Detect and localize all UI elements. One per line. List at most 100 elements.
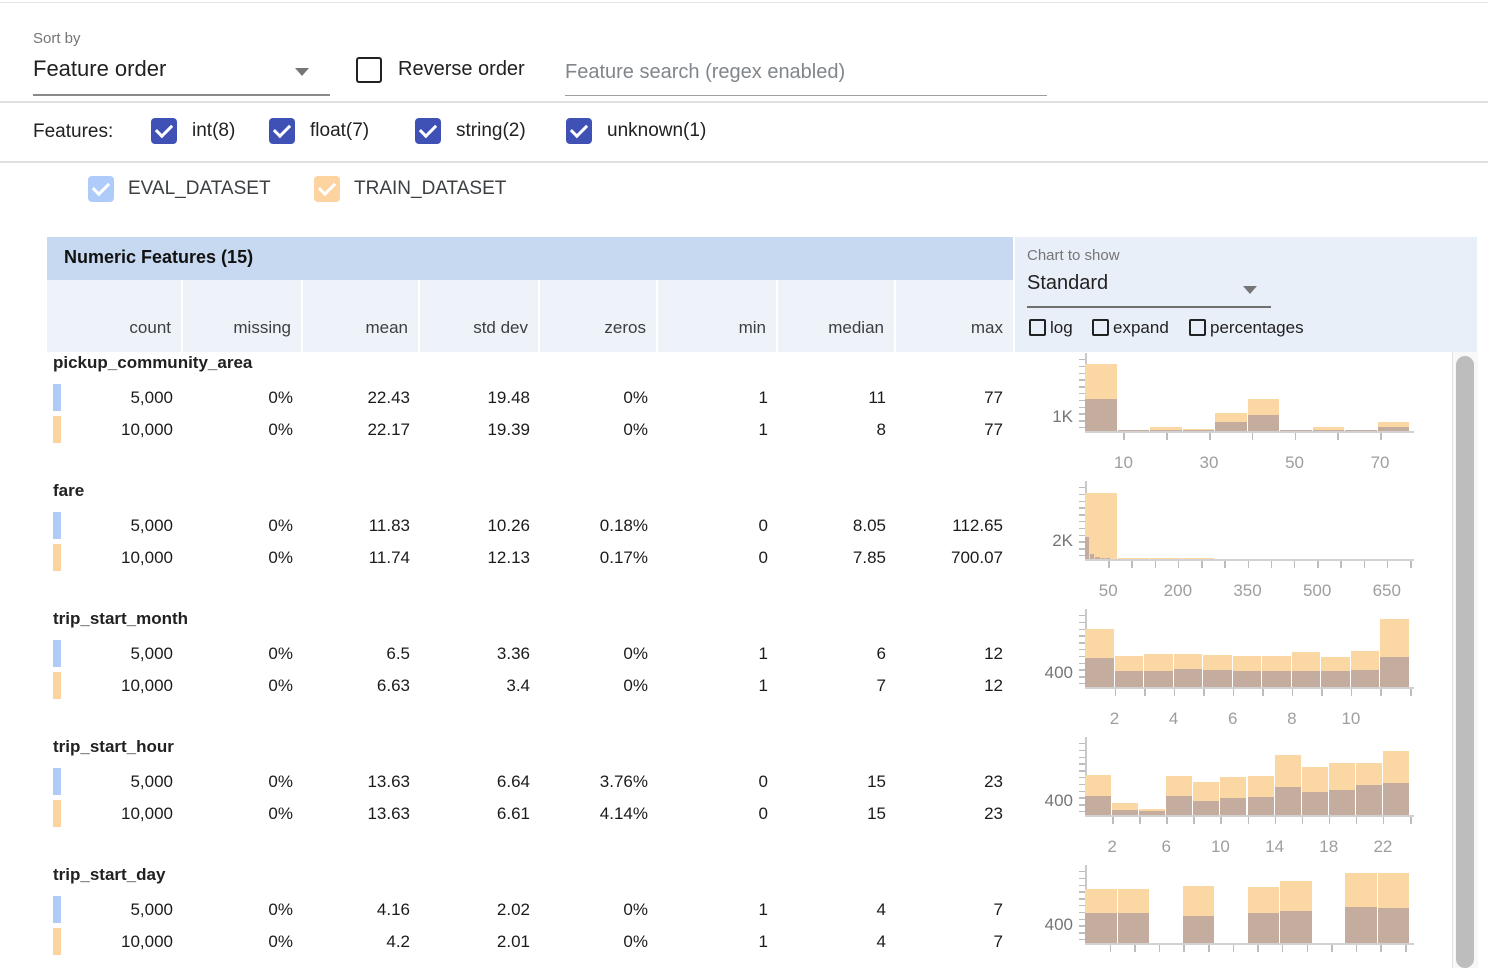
y-axis-tick xyxy=(1079,399,1085,402)
stats-row: 10,000 0% 11.74 12.13 0.17% 0 7.85 700.07 xyxy=(47,542,1013,573)
stats-row: 10,000 0% 4.2 2.01 0% 1 4 7 xyxy=(47,926,1013,957)
chevron-down-icon[interactable] xyxy=(295,68,309,76)
stat-cell: 15 xyxy=(867,803,886,823)
stat-cell: 4 xyxy=(876,899,886,919)
histogram-trip_start_hour: 400 2 6 10 14 18 22 xyxy=(1015,737,1425,863)
stat-cell: 0% xyxy=(268,643,293,663)
stat-cell: 3.76% xyxy=(599,771,648,791)
train-dataset-marker xyxy=(53,928,61,955)
vertical-scrollbar-thumb[interactable] xyxy=(1456,356,1474,968)
stat-cell: 11 xyxy=(868,387,886,407)
y-axis-tick xyxy=(1079,420,1085,422)
feature-type-filter[interactable]: int(8) xyxy=(151,118,235,144)
stat-cell: 6 xyxy=(876,643,886,663)
chart-option-checkbox-expand[interactable] xyxy=(1092,319,1109,336)
y-axis-tick xyxy=(1079,884,1085,886)
chevron-down-icon[interactable] xyxy=(1243,286,1257,294)
chart-option-checkbox-percentages[interactable] xyxy=(1189,319,1206,336)
eval-overlap-bar xyxy=(1085,912,1117,943)
features-filter-label: Features: xyxy=(33,121,114,142)
y-axis-tick xyxy=(1079,507,1085,509)
feature-search-input[interactable] xyxy=(565,50,1047,96)
x-axis-tick xyxy=(1166,817,1168,824)
y-axis-tick xyxy=(1079,918,1085,920)
x-axis-tick xyxy=(1257,945,1259,952)
stat-cell: 1 xyxy=(758,899,768,919)
feature-name: pickup_community_area xyxy=(53,353,253,372)
eval-overlap-bar xyxy=(1144,670,1173,687)
x-axis-tick xyxy=(1201,561,1203,568)
feature-name: fare xyxy=(53,481,85,500)
dataset-legend-item[interactable]: EVAL_DATASET xyxy=(88,176,271,202)
stat-cell: 0 xyxy=(758,771,768,791)
numeric-features-band xyxy=(47,237,1013,280)
x-axis-tick xyxy=(1410,689,1412,696)
chart-option-checkbox-log[interactable] xyxy=(1029,319,1046,336)
stat-cell: 12.13 xyxy=(487,547,530,567)
y-axis-tick xyxy=(1079,804,1085,806)
x-axis-tick-label: 6 xyxy=(1161,837,1171,856)
stat-cell: 1 xyxy=(758,931,768,951)
eval-overlap-bar xyxy=(1301,792,1328,815)
eval-overlap-bar xyxy=(1150,430,1182,431)
sort-by-label: Sort by xyxy=(33,30,81,47)
y-axis-tick xyxy=(1079,427,1085,429)
x-axis-tick xyxy=(1114,689,1117,696)
eval-overlap-bar xyxy=(1139,811,1166,815)
feature-type-checkbox[interactable] xyxy=(269,118,295,144)
feature-type-label: float(7) xyxy=(310,120,370,141)
dataset-legend-item[interactable]: TRAIN_DATASET xyxy=(314,176,506,202)
sort-by-dropdown[interactable]: Feature order xyxy=(33,56,330,90)
chart-type-dropdown[interactable]: Standard xyxy=(1027,272,1109,294)
x-axis-tick-label: 70 xyxy=(1370,453,1390,472)
x-axis-tick xyxy=(1317,561,1319,568)
x-axis-tick xyxy=(1123,433,1125,440)
eval-overlap-bar xyxy=(1085,537,1090,559)
eval-overlap-bar xyxy=(1377,426,1409,431)
stat-cell: 10.26 xyxy=(487,515,530,535)
x-axis-tick xyxy=(1177,561,1180,568)
x-axis-tick xyxy=(1306,945,1309,952)
train-bar xyxy=(1150,426,1182,431)
eval-overlap-bar xyxy=(1182,916,1214,943)
dataset-checkbox[interactable] xyxy=(314,176,340,202)
stat-cell: 5,000 xyxy=(130,387,173,407)
feature-type-checkbox[interactable] xyxy=(566,118,592,144)
x-axis-line xyxy=(1085,815,1414,817)
histogram-trip_start_month: 400 2 4 6 8 10 xyxy=(1015,609,1425,735)
x-axis-tick xyxy=(1193,817,1195,824)
stat-cell: 77 xyxy=(984,387,1003,407)
eval-overlap-bar xyxy=(1220,797,1247,815)
stat-cell: 0 xyxy=(758,515,768,535)
stat-cell: 3.36 xyxy=(496,643,530,663)
x-axis-tick xyxy=(1301,817,1304,824)
stat-cell: 0% xyxy=(268,387,293,407)
feature-type-filter[interactable]: float(7) xyxy=(269,118,369,144)
feature-type-filter[interactable]: string(2) xyxy=(415,118,526,144)
stat-cell: 0.18% xyxy=(599,515,648,535)
train-dataset-marker xyxy=(53,544,61,571)
stat-cell: 8 xyxy=(876,419,886,439)
stats-row: 5,000 0% 6.5 3.36 0% 1 6 12 xyxy=(47,638,1013,669)
reverse-order-checkbox[interactable] xyxy=(356,57,382,83)
x-axis-line xyxy=(1085,943,1414,945)
x-axis-tick xyxy=(1154,561,1157,568)
train-bar xyxy=(1182,558,1214,559)
feature-type-checkbox[interactable] xyxy=(151,118,177,144)
x-axis-tick xyxy=(1321,689,1323,696)
stat-cell: 12 xyxy=(984,675,1003,695)
feature-type-checkbox[interactable] xyxy=(415,118,441,144)
x-axis-tick xyxy=(1380,945,1382,952)
x-axis-tick xyxy=(1291,689,1294,696)
y-axis-label: 400 xyxy=(1044,662,1073,682)
y-axis-tick xyxy=(1079,939,1085,941)
y-axis-tick xyxy=(1079,871,1085,873)
x-axis-line xyxy=(1085,431,1414,433)
y-axis-tick xyxy=(1079,770,1085,772)
feature-type-filter[interactable]: unknown(1) xyxy=(566,118,706,144)
y-axis-tick xyxy=(1079,669,1085,671)
dataset-checkbox[interactable] xyxy=(88,176,114,202)
chart-option-label: percentages xyxy=(1210,318,1304,337)
eval-overlap-bar xyxy=(1182,430,1214,431)
x-axis-tick xyxy=(1139,817,1141,824)
